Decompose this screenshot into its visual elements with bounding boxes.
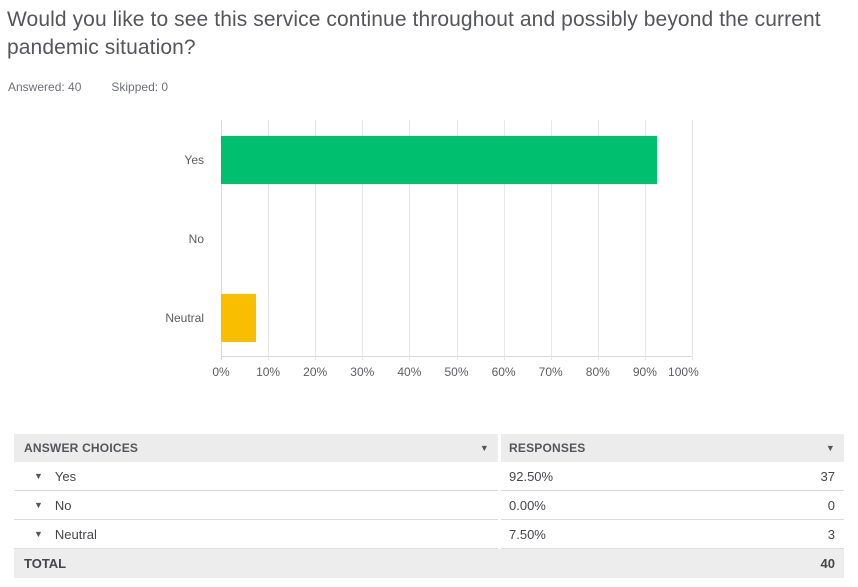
results-table: ANSWER CHOICES RESPONSES Yes 92.50% 37 N… [14, 434, 844, 578]
column-header-answer-choices[interactable]: ANSWER CHOICES [14, 434, 498, 462]
caret-down-icon[interactable] [24, 501, 55, 510]
response-percent: 7.50% [509, 526, 546, 542]
gridline [503, 120, 505, 360]
table-row: Neutral 7.50% 3 [14, 520, 844, 549]
gridline [268, 120, 270, 360]
table-row: No 0.00% 0 [14, 491, 844, 520]
gridline [315, 120, 317, 360]
x-axis-tick-label: 0% [212, 365, 230, 379]
column-header-responses[interactable]: RESPONSES [501, 434, 844, 462]
response-count: 37 [820, 468, 835, 484]
gridline [644, 120, 646, 360]
x-axis-tick-label: 90% [632, 365, 657, 379]
answer-choice-label: Neutral [54, 526, 97, 542]
x-axis-labels: 0% 10% 20% 30% 40% 50% 60% 70% 80% 90% 100% [212, 365, 698, 381]
y-axis-category-label: Neutral [165, 310, 204, 325]
gridline [409, 120, 411, 360]
x-axis-tick-label: 100% [668, 365, 699, 379]
total-label: TOTAL [24, 556, 67, 571]
bar-yes [221, 135, 657, 184]
column-label: RESPONSES [509, 441, 586, 455]
table-total-row: TOTAL 40 [14, 549, 844, 578]
caret-down-icon[interactable] [24, 472, 55, 481]
y-axis-labels: Yes No Neutral [0, 120, 213, 357]
skipped-count: Skipped: 0 [111, 80, 169, 94]
plot-area [221, 120, 693, 360]
x-axis-tick-label: 50% [444, 365, 469, 379]
caret-down-icon[interactable] [24, 530, 55, 539]
gridline [221, 120, 222, 360]
gridline [692, 120, 693, 360]
question-title: Would you like to see this service conti… [7, 8, 821, 59]
x-axis-tick-label: 60% [491, 365, 516, 379]
answer-choice-label: Yes [54, 468, 77, 484]
bar-chart: Yes No Neutral 0% 10% 20% 30% 40% 50% 60% 70% 80% 9… [0, 120, 858, 382]
x-axis-tick-label: 40% [397, 365, 422, 379]
x-axis-tick-label: 30% [350, 365, 375, 379]
table-header: ANSWER CHOICES RESPONSES [14, 434, 844, 462]
caret-down-icon[interactable] [480, 444, 498, 453]
x-axis-tick-label: 10% [256, 365, 281, 379]
x-axis-tick-label: 20% [303, 365, 328, 379]
y-axis-category-label: No [188, 231, 204, 246]
response-count: 0 [827, 497, 835, 513]
column-label: ANSWER CHOICES [24, 441, 139, 455]
gridline [456, 120, 458, 360]
y-axis-category-label: Yes [184, 152, 204, 167]
x-axis-tick-label: 70% [538, 365, 563, 379]
response-percent: 0.00% [509, 497, 546, 513]
answered-count: Answered: 40 [8, 80, 82, 94]
x-axis-tick-label: 80% [585, 365, 610, 379]
total-count: 40 [820, 556, 835, 571]
caret-down-icon[interactable] [826, 444, 844, 453]
table-row: Yes 92.50% 37 [14, 462, 844, 491]
bar-neutral [221, 293, 257, 342]
gridline [362, 120, 364, 360]
response-count: 3 [827, 526, 835, 542]
answer-choice-label: No [54, 497, 72, 513]
response-stats: Answered: 40 Skipped: 0 [8, 80, 198, 94]
gridline [597, 120, 599, 360]
response-percent: 92.50% [509, 468, 554, 484]
gridline [550, 120, 552, 360]
